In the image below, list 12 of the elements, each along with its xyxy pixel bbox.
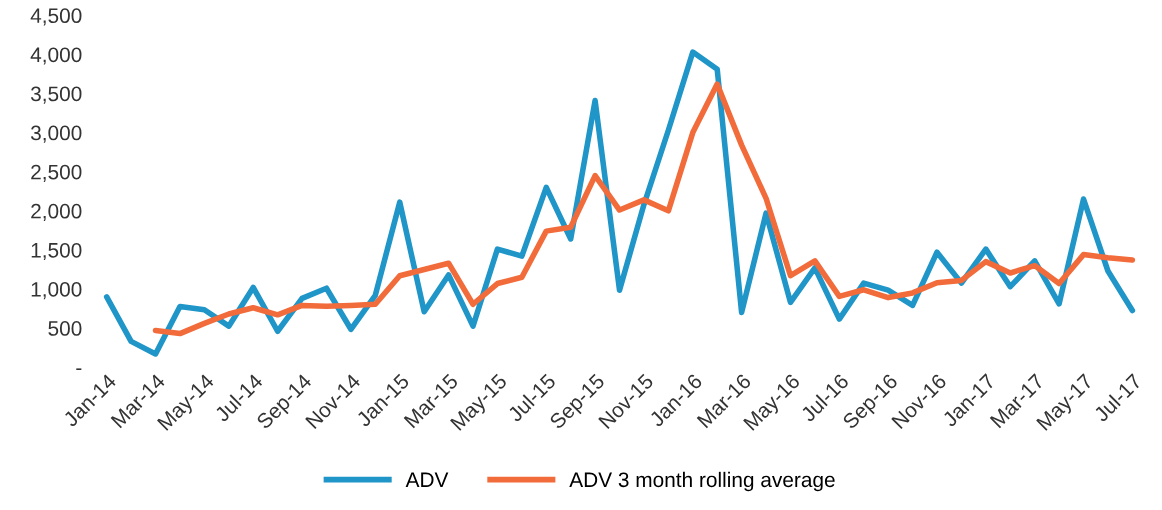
y-tick-label: 4,500 xyxy=(30,8,82,26)
legend-label: ADV 3 month rolling average xyxy=(569,471,835,492)
y-tick-label: 1,500 xyxy=(31,242,82,261)
y-tick-label: 3,500 xyxy=(30,86,82,104)
y-tick-label: 3,000 xyxy=(30,125,82,143)
y-tick-label: 4,000 xyxy=(30,47,82,65)
y-tick-label: 500 xyxy=(48,321,82,336)
y-tick-label: 1,000 xyxy=(31,282,82,300)
y-tick-label: - xyxy=(76,368,82,371)
y-tick-label: 2,000 xyxy=(31,203,82,222)
y-tick-label: 2,500 xyxy=(31,164,82,182)
legend-label: ADV xyxy=(405,472,449,487)
